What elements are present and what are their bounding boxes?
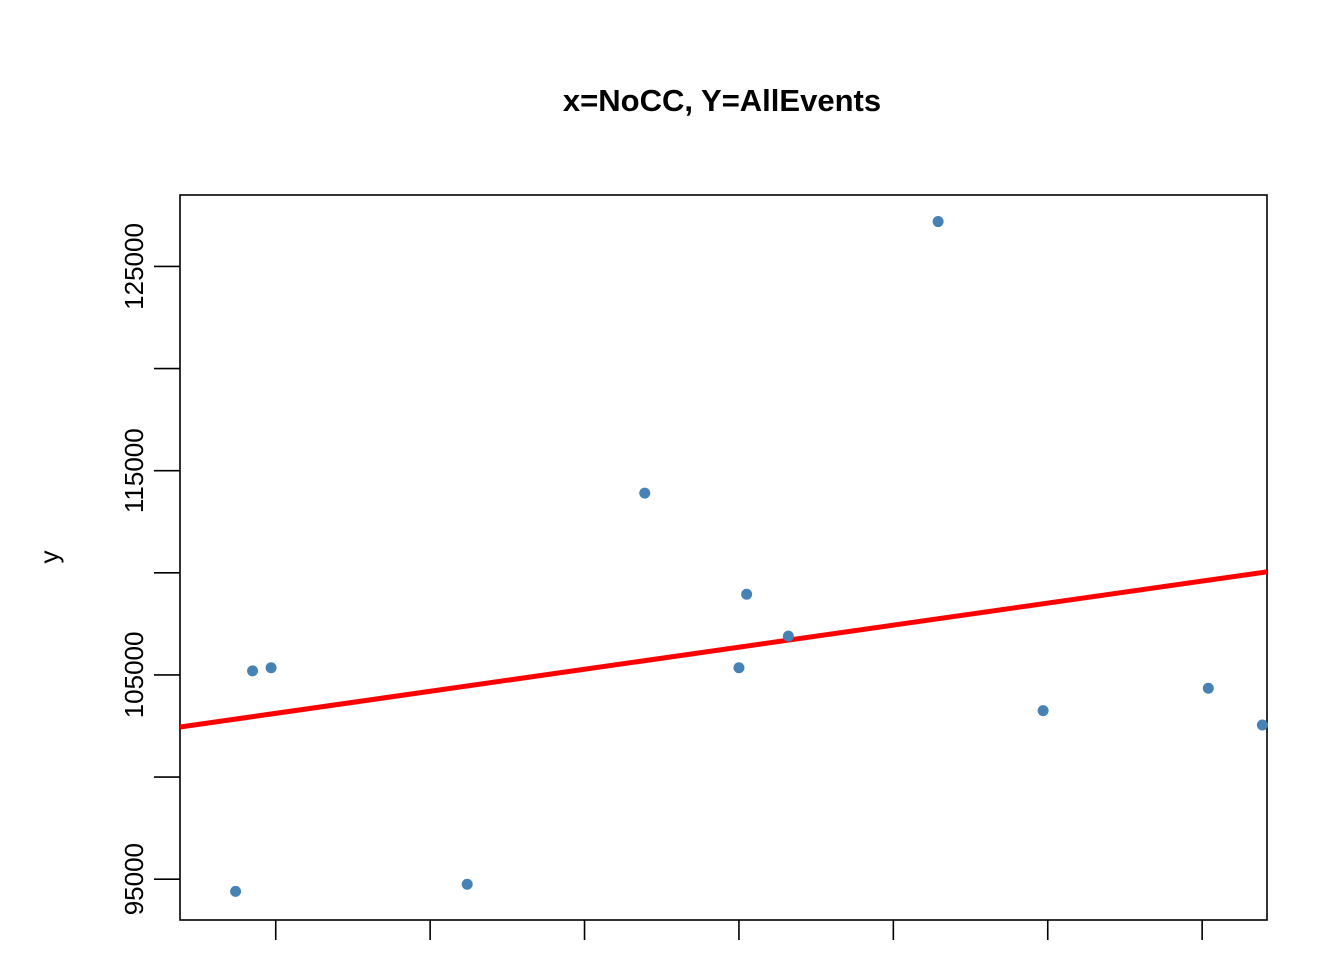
plot-frame: [179, 194, 1268, 921]
regression-line: [180, 569, 1267, 730]
scatter-point: [782, 630, 794, 642]
scatter-point: [247, 665, 259, 677]
y-tick-label: 95000: [119, 843, 149, 915]
y-tick-label: 125000: [119, 223, 149, 310]
scatter-point: [265, 662, 277, 674]
scatter-point: [461, 878, 473, 890]
y-tick-label: 105000: [119, 632, 149, 719]
y-tick-label: 115000: [119, 428, 149, 513]
x-axis: [274, 920, 1203, 940]
scatter-point: [230, 885, 242, 897]
y-axis: 95000 105000 115000 125000: [119, 223, 180, 915]
regression-layer: [180, 569, 1267, 730]
scatter-point: [932, 216, 944, 228]
y-axis-label: y: [34, 551, 64, 564]
scatter-point: [639, 487, 651, 499]
scatter-point: [733, 662, 745, 674]
scatter-point: [741, 588, 753, 600]
chart-title: x=NoCC, Y=AllEvents: [563, 83, 881, 118]
scatter-point: [1256, 719, 1268, 731]
scatter-point: [1202, 682, 1214, 694]
points-layer: [230, 216, 1268, 897]
scatter-point: [1037, 705, 1049, 717]
